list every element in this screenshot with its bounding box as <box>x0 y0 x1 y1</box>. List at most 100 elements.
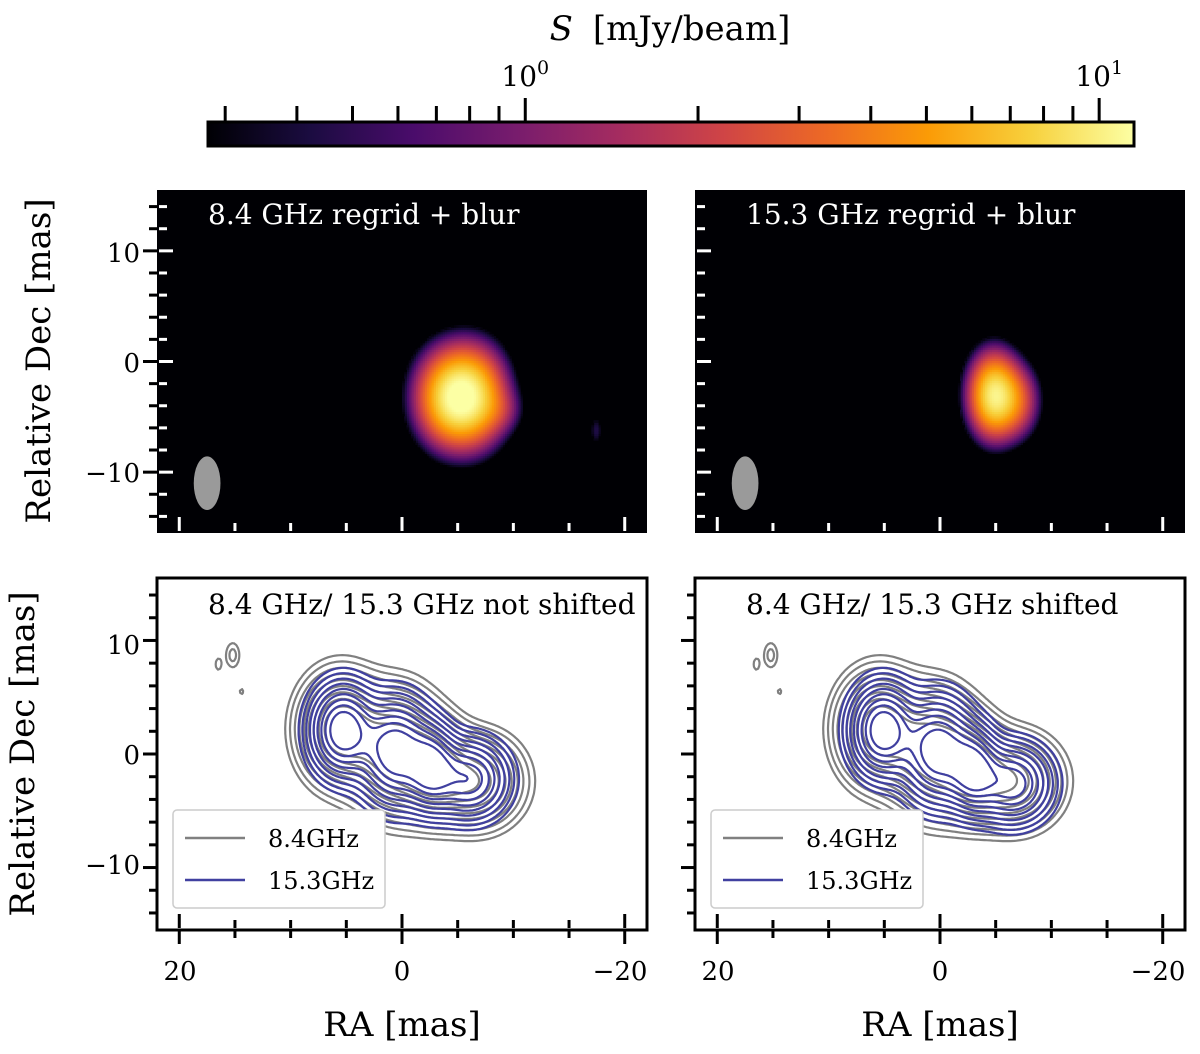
heatmap-pixel <box>486 395 490 399</box>
heatmap-pixel <box>453 358 457 361</box>
heatmap-pixel <box>989 364 992 368</box>
heatmap-pixel <box>473 378 477 381</box>
heatmap-pixel <box>430 338 434 342</box>
heatmap-pixel <box>995 375 999 379</box>
heatmap-pixel <box>991 393 995 397</box>
heatmap-pixel <box>506 404 510 408</box>
heatmap-pixel <box>968 431 972 435</box>
heatmap-pixel <box>980 358 983 361</box>
heatmap-pixel <box>486 360 490 364</box>
heatmap-pixel <box>975 382 979 386</box>
heatmap-pixel <box>457 426 461 430</box>
heatmap-pixel <box>444 331 448 335</box>
heatmap-pixel <box>464 457 468 461</box>
heatmap-pixel <box>422 342 425 346</box>
heatmap-pixel <box>1000 437 1003 441</box>
heatmap-pixel <box>1006 428 1010 432</box>
heatmap-pixel <box>971 415 975 419</box>
heatmap-pixel <box>468 435 472 439</box>
heatmap-pixel <box>497 437 501 441</box>
heatmap-pixel <box>415 364 419 368</box>
heatmap-pixel <box>415 349 419 353</box>
heatmap-pixel <box>475 329 479 333</box>
heatmap-pixel <box>426 364 430 368</box>
heatmap-pixel <box>986 338 990 342</box>
heatmap-pixel <box>491 448 494 452</box>
heatmap-pixel <box>591 433 595 437</box>
heatmap-pixel <box>495 391 499 395</box>
heatmap-pixel <box>430 378 434 381</box>
heatmap-pixel <box>457 428 461 432</box>
heatmap-pixel <box>1011 373 1015 377</box>
heatmap-pixel <box>471 393 474 397</box>
heatmap-pixel <box>504 362 508 366</box>
heatmap-pixel <box>991 360 995 364</box>
heatmap-pixel <box>502 367 506 370</box>
heatmap-pixel <box>444 338 448 342</box>
heatmap-pixel <box>488 455 492 459</box>
heatmap-pixel <box>484 453 488 457</box>
heatmap-pixel <box>991 402 995 406</box>
heatmap-pixel <box>591 422 595 426</box>
heatmap-pixel <box>446 422 450 426</box>
heatmap-pixel <box>1004 353 1008 357</box>
heatmap-pixel <box>466 402 470 406</box>
heatmap-pixel <box>1004 382 1008 386</box>
heatmap-pixel <box>482 393 486 397</box>
heatmap-pixel <box>991 362 995 366</box>
heatmap-pixel <box>493 448 497 452</box>
heatmap-pixel <box>986 391 990 395</box>
heatmap-pixel <box>404 382 408 386</box>
heatmap-pixel <box>457 420 461 423</box>
heatmap-pixel <box>433 378 437 381</box>
heatmap-pixel <box>417 440 421 443</box>
heatmap-pixel <box>1035 420 1039 423</box>
heatmap-pixel <box>980 360 983 364</box>
heatmap-pixel <box>415 402 419 406</box>
heatmap-pixel <box>1035 413 1039 417</box>
heatmap-pixel <box>984 362 988 366</box>
heatmap-pixel <box>486 391 490 395</box>
heatmap-pixel <box>1004 426 1008 430</box>
heatmap-pixel <box>502 393 506 397</box>
heatmap-pixel <box>493 411 497 415</box>
heatmap-pixel <box>442 382 445 386</box>
heatmap-pixel <box>995 371 999 375</box>
heatmap-pixel <box>1015 417 1019 421</box>
heatmap-pixel <box>466 391 470 395</box>
heatmap-pixel <box>433 433 437 437</box>
heatmap-pixel <box>455 342 459 346</box>
heatmap-pixel <box>437 331 441 335</box>
heatmap-pixel <box>426 384 430 388</box>
heatmap-pixel <box>422 415 425 419</box>
heatmap-pixel <box>453 371 457 375</box>
heatmap-pixel <box>433 420 437 423</box>
heatmap-pixel <box>980 364 983 368</box>
heatmap-pixel <box>1026 415 1030 419</box>
heatmap-pixel <box>506 402 510 406</box>
heatmap-pixel <box>471 440 474 443</box>
heatmap-pixel <box>1011 444 1015 448</box>
heatmap-pixel <box>1033 409 1037 412</box>
heatmap-pixel <box>962 422 966 426</box>
heatmap-pixel <box>486 417 490 421</box>
heatmap-pixel <box>455 340 459 344</box>
heatmap-pixel <box>428 413 432 417</box>
heatmap-pixel <box>960 409 963 412</box>
heatmap-pixel <box>997 364 1001 368</box>
heatmap-pixel <box>417 398 421 401</box>
heatmap-pixel <box>486 406 490 410</box>
heatmap-pixel <box>479 415 483 419</box>
heatmap-pixel <box>517 384 521 388</box>
heatmap-pixel <box>517 411 521 415</box>
panel-top-right: 15.3 GHz regrid + blur <box>695 190 1185 533</box>
heatmap-pixel <box>426 444 430 448</box>
heatmap-pixel <box>468 395 472 399</box>
heatmap-pixel <box>1004 364 1008 368</box>
heatmap-pixel <box>991 442 995 446</box>
heatmap-pixel <box>482 384 486 388</box>
heatmap-pixel <box>428 386 432 390</box>
heatmap-pixel <box>973 373 977 377</box>
heatmap-pixel <box>422 369 425 373</box>
heatmap-pixel <box>433 351 437 355</box>
